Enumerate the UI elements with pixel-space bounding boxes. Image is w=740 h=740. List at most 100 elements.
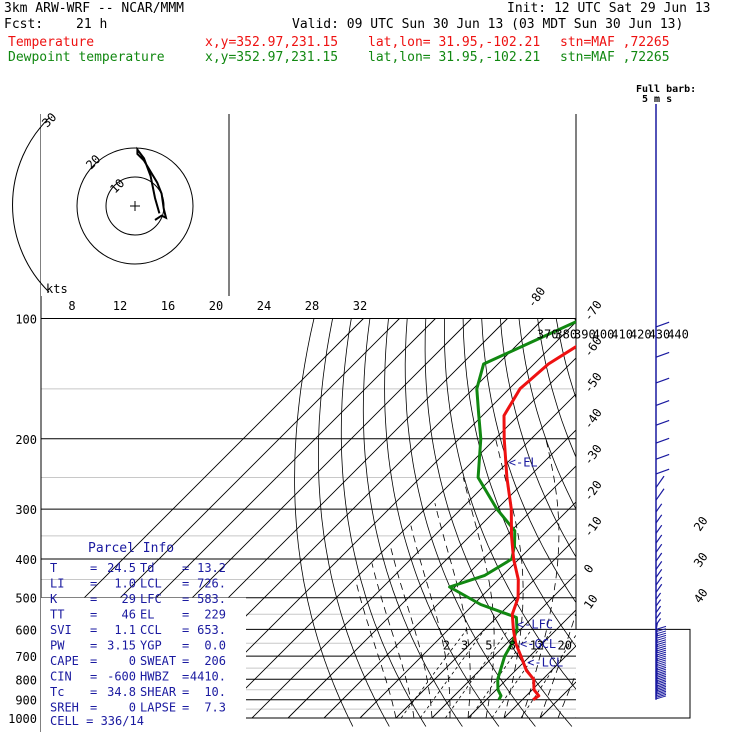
wind-barb-low [655,687,667,692]
pressure-label-600: 600 [15,623,37,637]
model-title: 3km ARW-WRF -- NCAR/MMM [4,1,185,16]
parcel-eq: = [182,670,189,684]
pressure-label-300: 300 [15,503,37,517]
parcel-key: EL [140,608,154,622]
isotherm-label: -30 [581,442,605,468]
moist-adiabat [434,503,471,719]
theta-label: 430 [649,328,671,342]
wind-barb [655,475,665,488]
pressure-label-900: 900 [15,694,37,708]
wind-barb-low [655,628,667,633]
wind-barb [655,453,670,460]
parcel-key: CIN [50,670,72,684]
theta-label: 420 [630,328,652,342]
parcel-value: 0.0 [204,639,226,653]
dry-adiabat [318,318,390,727]
wind-barb [655,605,662,614]
dry-adiabat [705,319,740,727]
parcel-value: 29 [122,592,136,606]
mixing-ratio-label: 8 [509,639,516,653]
parcel-eq: = [90,608,97,622]
parcel-key: CAPE [50,654,79,668]
pressure-label-1000: 1000 [8,712,37,726]
wind-barb [655,351,670,358]
parcel-key: Tc [50,685,64,699]
wind-barb [655,524,663,534]
wind-barb [655,437,670,444]
wind-barb-low [655,659,667,664]
dry-adiabat [294,318,354,727]
wind-barb-low [655,693,667,698]
dry-adiabat [340,318,427,727]
wind-barb [655,552,663,562]
speed-tick-label: 28 [305,299,319,313]
wind-barb-low [655,675,667,680]
dewpoint-latlon: lat,lon= 31.95,-102.21 [368,50,541,65]
isotherm-label: 0 [581,562,597,576]
parcel-eq: = [90,701,97,715]
isotherm-label: 30 [691,550,711,570]
level-annotation: <-EL [509,455,538,469]
wind-barb [655,419,670,426]
pressure-label-700: 700 [15,650,37,664]
wind-barb [655,628,658,637]
parcel-eq: = [182,685,189,699]
theta-label: 400 [593,328,615,342]
parcel-cell: CELL = 336/14 [50,714,144,728]
wind-barb [655,599,662,607]
wind-barb-low [655,637,667,642]
pressure-label-500: 500 [15,592,37,606]
parcel-value: 583. [197,592,226,606]
parcel-info-title: Parcel Info [88,541,174,556]
dry-adiabat [404,318,536,727]
wind-barb-low [655,634,667,639]
parcel-value: 653. [197,623,226,637]
mixing-ratio-line [445,629,509,719]
isotherm [41,318,364,642]
forecast-label: Fcst: [4,17,44,32]
parcel-eq: = [90,670,97,684]
dry-adiabat [594,319,740,727]
isotherm [503,645,576,719]
parcel-value: 4410. [190,670,226,684]
parcel-value: 0 [129,701,136,715]
wind-barb-low [655,682,667,687]
wind-barb [655,561,663,570]
parcel-eq: = [182,701,189,715]
moist-adiabat [389,545,433,719]
parcel-value: 13.2 [197,561,226,575]
wind-barb-low [655,630,667,635]
temperature-xy: x,y=352.97,231.15 [205,35,339,50]
mixing-ratio-line [520,634,576,719]
parcel-key: SVI [50,623,72,637]
parcel-key: LI [50,577,64,591]
dry-adiabat [555,318,576,400]
speed-tick-label: 24 [257,299,271,313]
parcel-eq: = [182,592,189,606]
parcel-key: CCL [140,623,162,637]
theta-label: 370 [537,328,559,342]
parcel-value: -600 [107,670,136,684]
dewpoint-legend: Dewpoint temperature [8,50,165,65]
wind-barb [655,503,663,513]
parcel-key: LFC [140,592,162,606]
parcel-eq: = [182,654,189,668]
isotherm-label: 10 [581,592,601,612]
barb-legend-line1: Full barb: [636,84,697,95]
speed-tick-label: 12 [113,299,127,313]
parcel-eq: = [90,685,97,699]
isotherm-label: -10 [581,514,605,540]
mixing-ratio-label: 3 [461,639,468,653]
isotherm [395,537,576,719]
parcel-key: LAPSE [140,701,176,715]
wind-barb-low [655,661,667,666]
isotherm-label: -20 [581,478,605,504]
mixing-ratio-label: 20 [558,639,572,653]
parcel-value: 229 [204,608,226,622]
isotherm [215,357,576,719]
hodograph-ring [76,147,194,265]
wind-barb-low [655,674,667,679]
wind-barb [655,534,663,544]
speed-tick-label: 32 [353,299,367,313]
parcel-key: SREH [50,701,79,715]
